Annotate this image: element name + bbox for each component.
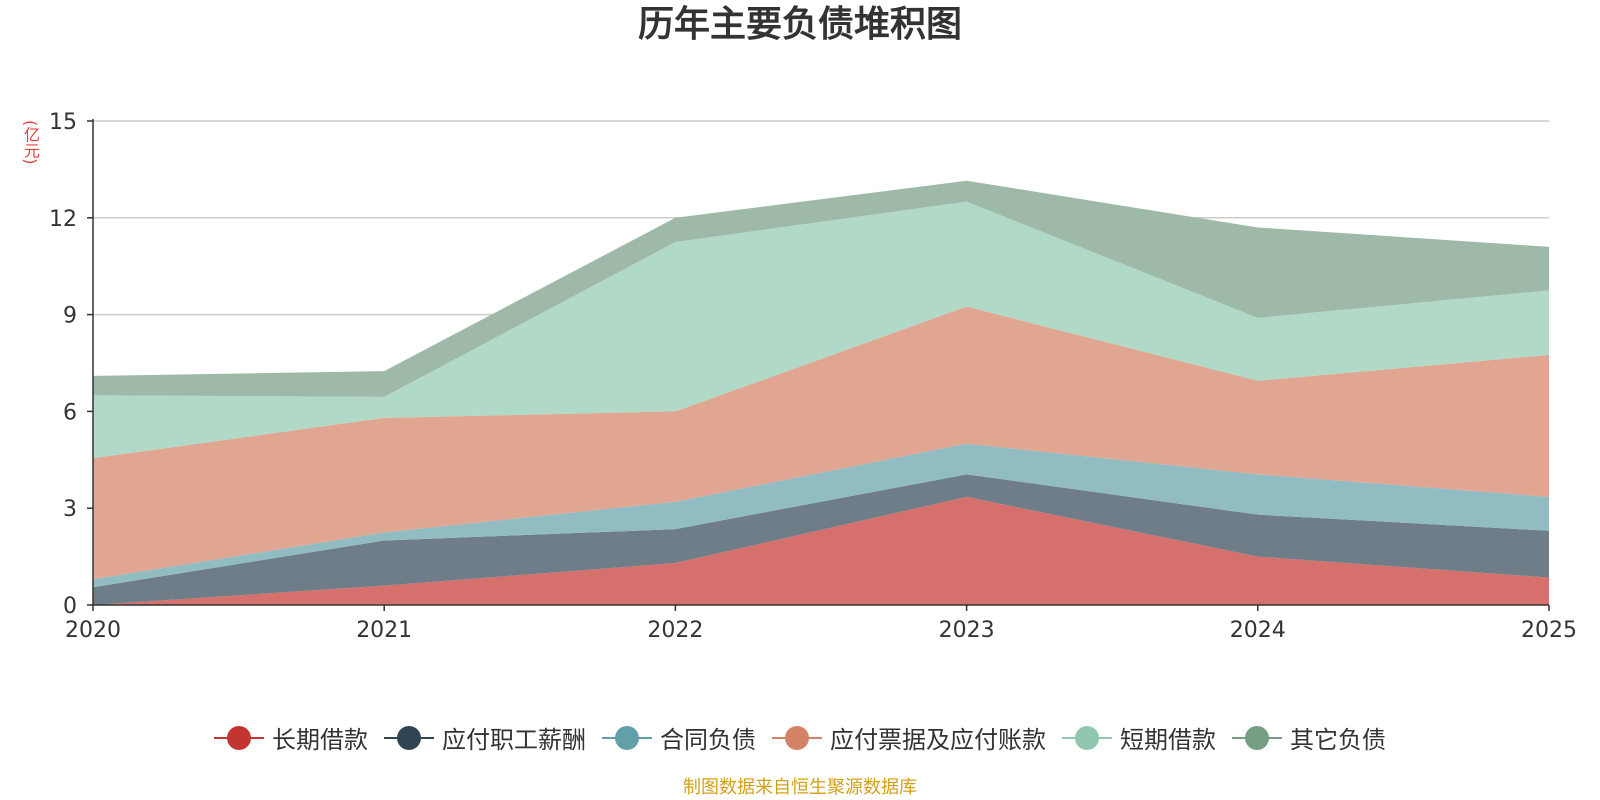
legend-item[interactable]: 应付票据及应付账款	[772, 720, 1046, 755]
y-tick-label: 6	[63, 400, 77, 425]
area-series-2	[93, 443, 1549, 588]
x-tick-label: 2022	[647, 618, 703, 643]
x-tick-label: 2021	[356, 618, 412, 643]
area-series-0	[93, 496, 1549, 605]
legend: 长期借款 应付职工薪酬 合同负债 应付票据及应付账款 短期借款 其它负债	[0, 720, 1600, 755]
y-axis-unit-label: (亿元)	[21, 120, 40, 165]
legend-marker-icon	[1062, 725, 1112, 750]
legend-item[interactable]: 应付职工薪酬	[384, 720, 586, 755]
legend-label: 长期借款	[272, 726, 368, 754]
legend-marker-icon	[772, 725, 822, 750]
legend-item[interactable]: 长期借款	[214, 720, 368, 755]
x-tick-label: 2024	[1230, 618, 1286, 643]
y-tick-label: 0	[63, 594, 77, 619]
area-series-5	[93, 180, 1549, 397]
y-tick-label: 15	[49, 110, 77, 135]
legend-item[interactable]: 合同负债	[602, 720, 756, 755]
y-tick-label: 12	[49, 207, 77, 232]
x-tick-label: 2020	[65, 618, 121, 643]
y-tick-label: 9	[63, 304, 77, 329]
y-tick-label: 3	[63, 497, 77, 522]
legend-label: 合同负债	[660, 726, 756, 754]
area-series-4	[93, 201, 1549, 459]
legend-label: 其它负债	[1290, 726, 1386, 754]
legend-item[interactable]: 短期借款	[1062, 720, 1216, 755]
legend-marker-icon	[384, 725, 434, 750]
chart-title: 历年主要负债堆积图	[637, 4, 962, 45]
legend-label: 应付职工薪酬	[442, 726, 586, 754]
area-series-3	[93, 306, 1549, 580]
x-tick-label: 2025	[1521, 618, 1577, 643]
legend-marker-icon	[1232, 725, 1282, 750]
source-footer: 制图数据来自恒生聚源数据库	[683, 777, 917, 798]
legend-item[interactable]: 其它负债	[1232, 720, 1386, 755]
x-tick-label: 2023	[939, 618, 995, 643]
legend-label: 短期借款	[1120, 726, 1216, 754]
legend-label: 应付票据及应付账款	[830, 726, 1046, 754]
area-series-1	[93, 474, 1549, 605]
legend-marker-icon	[214, 725, 264, 750]
legend-marker-icon	[602, 725, 652, 750]
